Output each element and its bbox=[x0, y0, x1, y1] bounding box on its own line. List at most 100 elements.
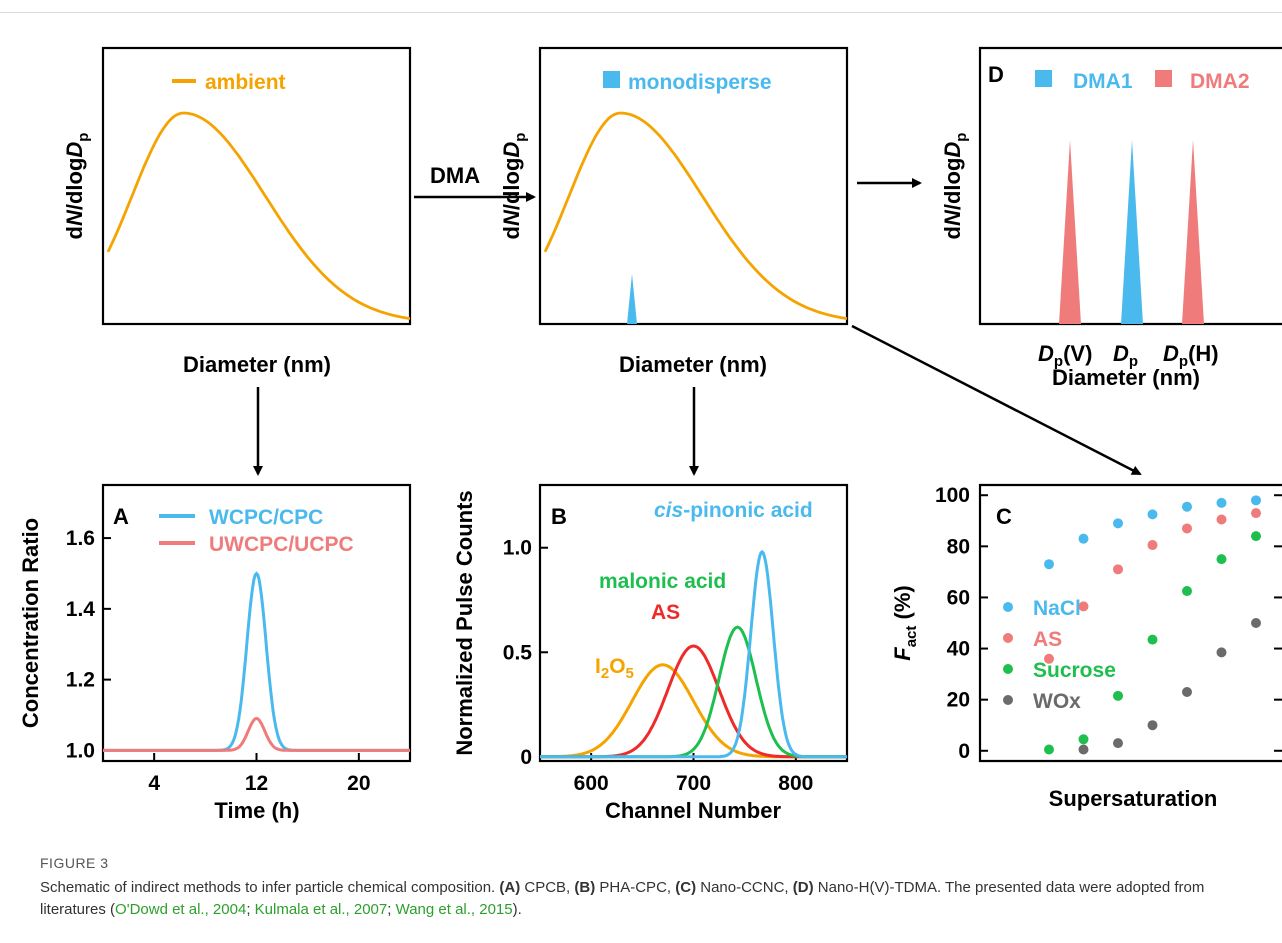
panel-c-point-as bbox=[1147, 540, 1158, 551]
panel-b-label-malonic: malonic acid bbox=[599, 570, 726, 593]
panel-c-legend-label: WOx bbox=[1033, 690, 1081, 713]
citation-kulmala[interactable]: Kulmala et al., 2007 bbox=[254, 901, 388, 918]
panel-b-x-tick-label: 800 bbox=[778, 772, 813, 795]
panel-a-y-tick-label: 1.0 bbox=[66, 739, 95, 762]
dma2-peak-h bbox=[1182, 140, 1204, 324]
caption-b-text: PHA-CPC, bbox=[599, 879, 672, 896]
panel-a-y-tick-label: 1.4 bbox=[66, 598, 96, 621]
panel-c-point-sucrose bbox=[1216, 554, 1227, 565]
panel-c-y-tick-label: 80 bbox=[947, 535, 970, 558]
panel-b-label-i2o5: I2O5 bbox=[595, 655, 634, 682]
panel-d-y-axis-label: dN/dlogDp bbox=[940, 133, 970, 240]
panel-b-x-tick-label: 700 bbox=[676, 772, 711, 795]
panel-b-series-3 bbox=[540, 549, 847, 759]
panel-ambient-frame bbox=[101, 46, 412, 326]
panel-b-y-tick-label: 1.0 bbox=[503, 537, 532, 560]
tick-dp-h: Dp(H) bbox=[1163, 341, 1219, 370]
panel-d: D DMA1 DMA2 dN/dlogDp Dp(V) Dp Dp(H) Dia… bbox=[940, 46, 1282, 390]
panel-b-y-tick-label: 0 bbox=[520, 746, 532, 769]
panel-a-legend-label: WCPC/CPC bbox=[209, 506, 323, 529]
panel-c-legend-marker bbox=[1003, 633, 1013, 643]
monodisperse-x-axis-label: Diameter (nm) bbox=[619, 352, 767, 377]
panel-c-y-axis-label: Fact (%) bbox=[890, 585, 920, 660]
panel-b-series-0 bbox=[540, 663, 847, 759]
caption-c-text: Nano-CCNC, bbox=[700, 879, 789, 896]
panel-a-x-tick-label: 12 bbox=[245, 772, 268, 795]
citation-odowd[interactable]: O'Dowd et al., 2004 bbox=[115, 901, 247, 918]
panel-ambient: ambient dN/dlogDp Diameter (nm) bbox=[62, 46, 412, 377]
panel-d-x-axis-label: Diameter (nm) bbox=[1052, 365, 1200, 390]
dma1-legend-label: DMA1 bbox=[1073, 70, 1133, 93]
panel-c-y-tick-label: 0 bbox=[958, 740, 970, 763]
panel-c-point-nacl bbox=[1216, 497, 1227, 508]
figure-canvas: ambient dN/dlogDp Diameter (nm) monodisp… bbox=[18, 46, 1282, 823]
panel-c-y-tick-label: 100 bbox=[935, 484, 970, 507]
panel-c-point-sucrose bbox=[1113, 690, 1123, 701]
panel-monodisperse-frame bbox=[538, 46, 849, 326]
ambient-legend-label: ambient bbox=[205, 71, 286, 94]
caption-b-label: (B) bbox=[574, 879, 596, 896]
panel-c-point-nacl bbox=[1044, 559, 1054, 570]
panel-c-point-sucrose bbox=[1078, 734, 1089, 745]
panel-c-letter: C bbox=[996, 504, 1012, 529]
tick-dp-v: Dp(V) bbox=[1038, 341, 1092, 370]
dma2-peak-v bbox=[1059, 140, 1081, 324]
flow-arrows: DMA bbox=[253, 163, 1142, 476]
panel-a: A 4 12 20 1.0 1.2 1.4 1.6 WCPC/CPC UWCPC/UCPC Co… bbox=[18, 483, 412, 823]
monodisperse-y-axis-label: dN/dlogDp bbox=[499, 133, 529, 240]
panel-c-point-nacl bbox=[1182, 501, 1192, 512]
panel-c-point-nacl bbox=[1113, 518, 1123, 529]
caption-d-text: Nano-H(V)-TDMA. The presented data were … bbox=[40, 879, 1205, 918]
panel-a-y-tick-label: 1.2 bbox=[66, 669, 95, 692]
panel-c-point-sucrose bbox=[1147, 634, 1158, 645]
panel-a-series-wcpc bbox=[103, 571, 410, 752]
panel-a-legend-label: UWCPC/UCPC bbox=[209, 533, 354, 556]
panel-a-letter: A bbox=[113, 504, 129, 529]
panel-c-x-axis-label: Supersaturation bbox=[1049, 786, 1218, 811]
panel-c-point-as bbox=[1078, 601, 1089, 612]
dma-arrow-label: DMA bbox=[430, 163, 480, 188]
arrow-to-panel-c bbox=[851, 324, 1142, 476]
panel-a-x-axis-label: Time (h) bbox=[214, 798, 299, 823]
panel-c-point-wox bbox=[1078, 744, 1089, 755]
panel-c-point-as bbox=[1113, 564, 1123, 575]
caption-c-label: (C) bbox=[675, 879, 697, 896]
monodisperse-size-distribution-curve bbox=[543, 111, 848, 320]
panel-c-point-wox bbox=[1216, 647, 1227, 658]
panel-c-point-wox bbox=[1147, 720, 1158, 731]
panel-b-label-as: AS bbox=[651, 601, 680, 624]
panel-c-point-as bbox=[1044, 653, 1054, 664]
caption-a-text: CPCB, bbox=[524, 879, 571, 896]
panel-c-point-nacl bbox=[1147, 509, 1158, 520]
top-divider bbox=[0, 12, 1282, 13]
panel-c-point-nacl bbox=[1251, 495, 1261, 506]
caption-a-label: (A) bbox=[499, 879, 521, 896]
panel-c-point-wox bbox=[1113, 738, 1123, 749]
panel-b-label-cis-pinonic: cis-pinonic acid bbox=[654, 499, 813, 522]
dma2-legend-label: DMA2 bbox=[1190, 70, 1250, 93]
panel-c-point-sucrose bbox=[1251, 531, 1261, 542]
dma1-peak bbox=[1121, 140, 1143, 324]
dma2-legend-swatch bbox=[1155, 70, 1172, 87]
panel-c-y-tick-label: 40 bbox=[947, 638, 970, 661]
panel-b-x-axis-label: Channel Number bbox=[605, 798, 781, 823]
panel-c-y-tick-label: 60 bbox=[947, 586, 970, 609]
panel-b-y-axis-label: Normalized Pulse Counts bbox=[452, 490, 477, 755]
panel-c-legend-marker bbox=[1003, 602, 1013, 612]
panel-a-x-tick-label: 20 bbox=[347, 772, 370, 795]
caption-text: Schematic of indirect methods to infer p… bbox=[40, 879, 1205, 918]
panel-b-x-tick-label: 600 bbox=[574, 772, 609, 795]
panel-c-legend-label: Sucrose bbox=[1033, 659, 1116, 682]
panel-c-point-as bbox=[1216, 514, 1227, 525]
figure-label: FIGURE 3 bbox=[40, 855, 109, 871]
panel-c-point-nacl bbox=[1078, 533, 1089, 544]
panel-b-y-tick-label: 0.5 bbox=[503, 641, 533, 664]
panel-c-y-tick-label: 20 bbox=[947, 689, 970, 712]
panel-a-series-uwcpc bbox=[103, 716, 410, 752]
panel-monodisperse: monodisperse dN/dlogDp Diameter (nm) bbox=[499, 46, 849, 377]
panel-c-legend-marker bbox=[1003, 664, 1013, 674]
citation-wang[interactable]: Wang et al., 2015 bbox=[395, 901, 513, 918]
monodisperse-legend-swatch bbox=[603, 71, 620, 88]
panel-c-legend-label: AS bbox=[1033, 628, 1062, 651]
panel-c-frame bbox=[978, 483, 1282, 763]
